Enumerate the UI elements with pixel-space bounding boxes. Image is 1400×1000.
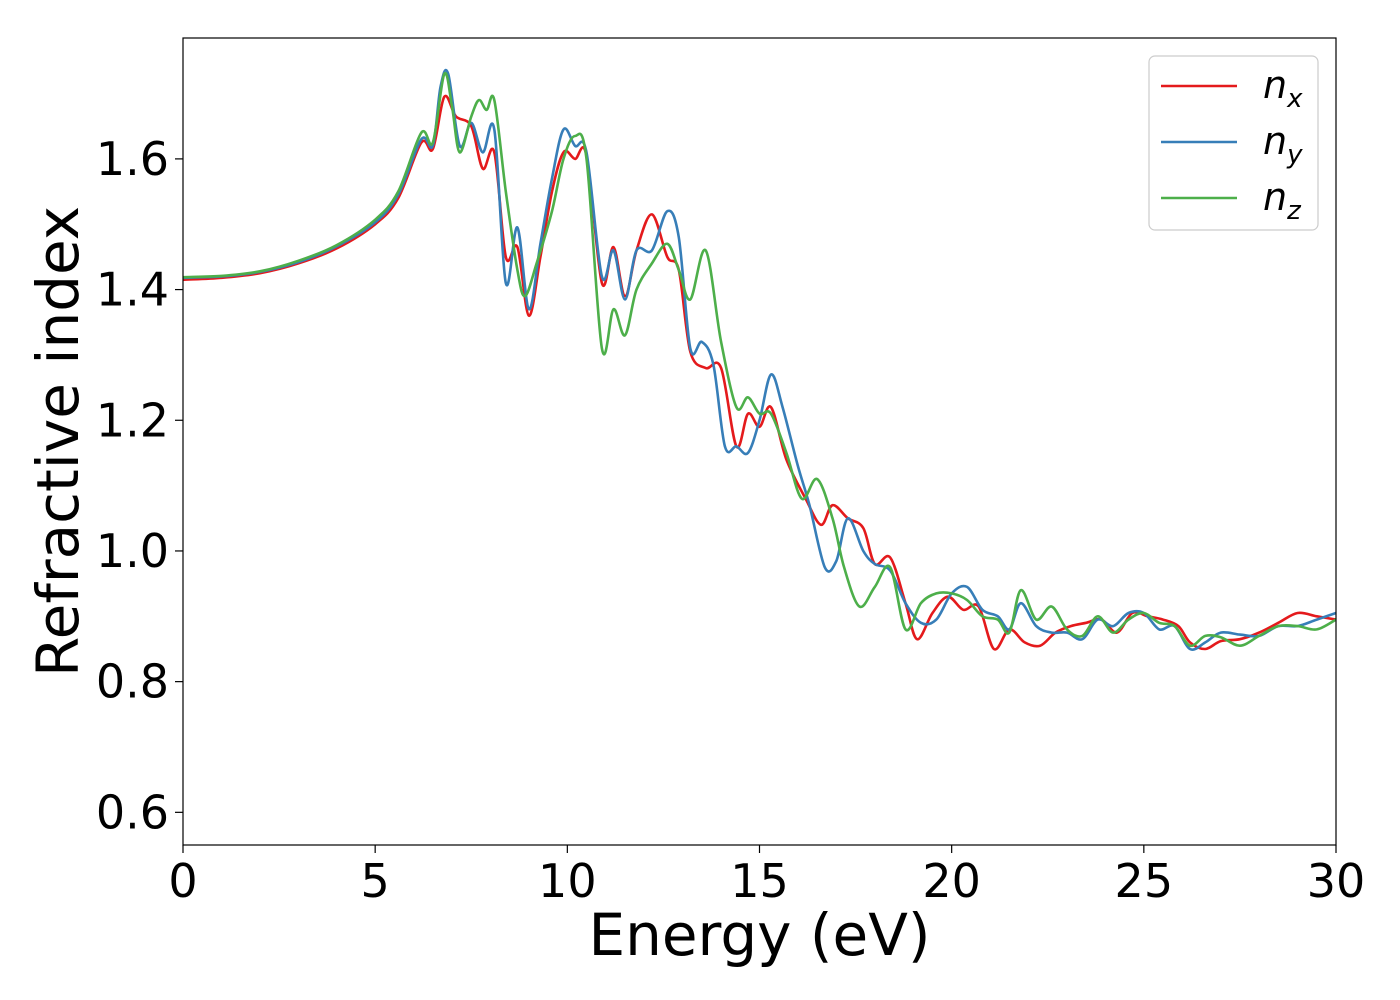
x-tick-label: 10	[538, 854, 597, 908]
y-tick-label: 1.4	[96, 263, 169, 317]
legend-label-subscript: y	[1286, 140, 1303, 170]
y-tick-label: 0.8	[96, 655, 169, 709]
legend-label-base: n	[1263, 175, 1287, 219]
y-axis: 0.6 0.8 1.0 1.2 1.4 1.6	[96, 132, 183, 839]
legend-label-base: n	[1263, 119, 1287, 163]
series-line-n_z	[183, 71, 1336, 648]
legend-label-n_z: nz	[1263, 175, 1302, 226]
x-axis-label: Energy (eV)	[588, 901, 930, 969]
x-tick-label: 0	[168, 854, 197, 908]
x-axis: 0 5 10 15 20 25 30	[168, 845, 1365, 908]
x-tick-label: 5	[361, 854, 390, 908]
legend-label-subscript: z	[1286, 196, 1302, 226]
y-tick-label: 1.6	[96, 132, 169, 186]
x-tick-label: 30	[1307, 854, 1366, 908]
legend-label-base: n	[1263, 63, 1287, 107]
x-tick-label: 25	[1115, 854, 1174, 908]
legend-label-n_x: nx	[1263, 63, 1303, 114]
x-tick-label: 20	[922, 854, 981, 908]
legend-label-subscript: x	[1286, 84, 1303, 114]
x-tick-label: 15	[730, 854, 789, 908]
y-tick-label: 0.6	[96, 785, 169, 839]
series-layer	[183, 68, 1336, 651]
series-line-n_y	[183, 68, 1336, 651]
legend-label-n_y: ny	[1263, 119, 1303, 170]
y-tick-label: 1.0	[96, 524, 169, 578]
y-axis-label: Refractive index	[24, 206, 92, 677]
y-tick-label: 1.2	[96, 393, 169, 447]
